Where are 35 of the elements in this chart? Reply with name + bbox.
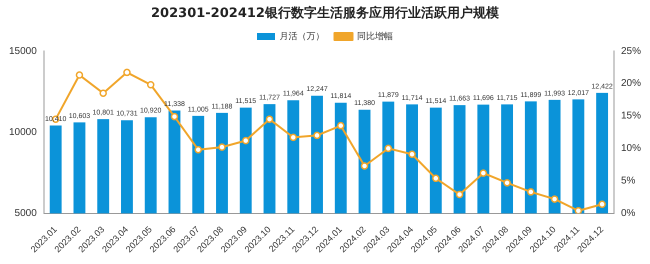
point <box>99 89 107 97</box>
point <box>527 188 535 196</box>
point <box>313 132 321 140</box>
point <box>456 190 464 198</box>
point <box>290 134 298 142</box>
y2-tick-label: 20% <box>620 78 642 90</box>
point <box>146 81 154 89</box>
y2-tick-label: 15% <box>620 110 642 122</box>
legend-label: 同比增幅 <box>357 30 393 41</box>
point <box>218 143 226 151</box>
chart-title: 202301-202412银行数字生活服务应用行业活跃用户规模 <box>150 4 500 22</box>
point <box>550 195 558 203</box>
point <box>408 150 416 158</box>
point <box>598 200 606 208</box>
point <box>384 144 392 152</box>
y2-tick-label: 25% <box>620 46 642 57</box>
point <box>170 112 178 120</box>
point <box>242 136 250 144</box>
y2-tick-label: 0% <box>620 208 636 220</box>
y-tick-label: 15000 <box>8 46 38 57</box>
point <box>503 179 511 187</box>
legend-label: 月活（万） <box>280 30 324 41</box>
y2-tick-label: 5% <box>620 176 636 187</box>
point <box>360 162 368 170</box>
point <box>432 174 440 182</box>
point <box>480 169 488 177</box>
point <box>194 146 202 154</box>
y-tick-label: 10000 <box>8 126 38 138</box>
point <box>76 71 84 79</box>
point <box>337 122 345 130</box>
y2-tick-label: 10% <box>620 143 642 154</box>
point <box>266 115 274 123</box>
y-tick-label: 5000 <box>14 208 38 220</box>
point <box>123 68 131 76</box>
point <box>574 207 582 214</box>
